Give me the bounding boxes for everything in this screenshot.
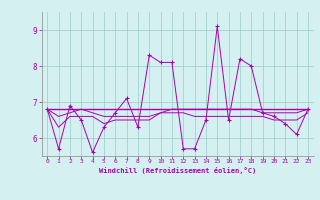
X-axis label: Windchill (Refroidissement éolien,°C): Windchill (Refroidissement éolien,°C)	[99, 167, 256, 174]
